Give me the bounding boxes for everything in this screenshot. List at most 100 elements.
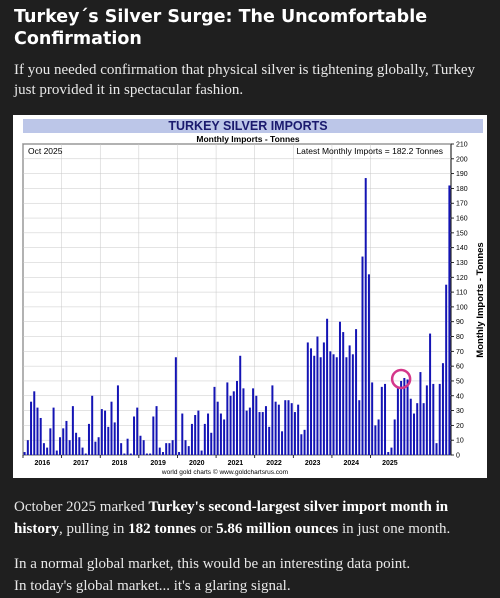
bar-2020-10 xyxy=(207,413,210,455)
bar-2016-03 xyxy=(30,401,33,455)
bar-2026-09 xyxy=(435,443,438,455)
bar-2021-06 xyxy=(232,391,235,455)
bar-2023-08 xyxy=(316,336,319,455)
bar-2026-10 xyxy=(438,383,441,455)
bar-2024-10 xyxy=(361,256,364,455)
bar-2026-12 xyxy=(445,284,448,455)
y-tick-label-70: 70 xyxy=(456,349,464,356)
bar-2025-07 xyxy=(390,447,393,455)
bar-2020-05 xyxy=(190,423,193,455)
bar-2019-11 xyxy=(171,440,174,455)
x-tick-label-2024: 2024 xyxy=(343,460,359,467)
bar-2016-08 xyxy=(46,447,49,455)
bar-2023-10 xyxy=(322,342,325,455)
bar-2023-12 xyxy=(329,351,332,455)
bar-2017-12 xyxy=(97,437,100,455)
bar-2018-03 xyxy=(107,426,110,455)
y-tick-label-200: 200 xyxy=(456,156,468,163)
y-tick-label-170: 170 xyxy=(456,201,468,208)
y-tick-label-130: 130 xyxy=(456,260,468,267)
bar-2025-11 xyxy=(403,377,406,455)
x-tick-label-2019: 2019 xyxy=(150,460,166,467)
bar-2024-02 xyxy=(335,357,338,455)
bar-2024-11 xyxy=(364,178,367,456)
bar-2020-09 xyxy=(203,423,206,455)
bar-2017-01 xyxy=(62,428,65,455)
bar-2021-05 xyxy=(229,395,232,455)
bar-2016-05 xyxy=(36,407,39,455)
bar-2016-11 xyxy=(55,450,58,455)
bar-2025-04 xyxy=(380,386,383,455)
y-tick-label-110: 110 xyxy=(456,290,467,297)
y-tick-label-50: 50 xyxy=(456,378,464,385)
bar-2026-01 xyxy=(409,398,412,455)
bar-2017-09 xyxy=(87,423,90,455)
y-axis-label: Monthly Imports - Tonnes xyxy=(475,242,486,357)
article-paragraph-2: In a normal global market, this would be… xyxy=(14,553,490,597)
bar-2024-06 xyxy=(348,345,351,455)
bar-2019-03 xyxy=(145,453,148,455)
article-lede: If you needed confirmation that physical… xyxy=(14,62,476,98)
x-tick-label-2025: 2025 xyxy=(382,460,398,467)
chart-title-band xyxy=(23,119,483,133)
y-tick-label-20: 20 xyxy=(456,423,464,430)
bar-2023-04 xyxy=(303,429,306,455)
bar-2016-12 xyxy=(59,437,62,455)
bar-2024-09 xyxy=(358,400,361,455)
bar-2017-07 xyxy=(81,447,84,455)
bar-2023-06 xyxy=(310,348,313,455)
bar-2018-05 xyxy=(113,422,116,455)
y-tick-label-190: 190 xyxy=(456,171,468,178)
bar-2026-07 xyxy=(429,333,432,455)
bar-2016-10 xyxy=(52,407,55,455)
bar-2020-11 xyxy=(210,432,213,455)
para1-text-1: October 2025 marked xyxy=(14,499,149,515)
bar-2023-02 xyxy=(297,404,300,455)
bar-2023-01 xyxy=(293,412,296,455)
bar-2023-09 xyxy=(319,357,322,455)
bar-2020-07 xyxy=(197,410,200,455)
bar-2022-02 xyxy=(258,412,261,455)
chart-latest-label: Latest Monthly Imports = 182.2 Tonnes xyxy=(296,146,443,156)
para1-text-3: or xyxy=(196,521,217,537)
bar-2023-03 xyxy=(300,434,303,455)
chart-corner-label: Oct 2025 xyxy=(28,146,63,156)
x-tick-label-2020: 2020 xyxy=(189,460,205,467)
bar-2020-03 xyxy=(184,440,187,455)
bar-2016-09 xyxy=(49,428,52,455)
para1-bold-1: Turkey's second-largest silver import mo… xyxy=(14,499,449,537)
bar-2025-12 xyxy=(406,379,409,455)
silver-imports-chart: TURKEY SILVER IMPORTS Monthly Imports - … xyxy=(13,115,487,478)
grid-lines xyxy=(22,143,451,456)
bar-2026-06 xyxy=(425,385,428,455)
bar-2022-03 xyxy=(261,412,264,455)
y-tick-label-10: 10 xyxy=(456,438,464,445)
bar-2017-06 xyxy=(78,437,81,455)
y-tick-label-160: 160 xyxy=(456,216,468,223)
bar-2022-04 xyxy=(264,406,267,455)
bar-2017-11 xyxy=(94,441,97,455)
bar-2021-12 xyxy=(252,388,255,455)
bar-series xyxy=(23,178,451,456)
bar-2021-11 xyxy=(248,407,251,455)
bar-2023-07 xyxy=(313,355,316,455)
bar-2025-05 xyxy=(384,383,387,455)
bar-2019-06 xyxy=(155,406,158,455)
bar-2016-07 xyxy=(42,443,45,455)
y-tick-label-90: 90 xyxy=(456,319,464,326)
bar-2025-06 xyxy=(387,452,390,455)
bar-2024-01 xyxy=(332,354,335,455)
bar-2018-12 xyxy=(136,407,139,455)
bar-2021-01 xyxy=(216,401,219,455)
x-tick-label-2021: 2021 xyxy=(228,460,244,467)
bar-2025-01 xyxy=(371,382,374,455)
bar-2018-08 xyxy=(123,453,126,455)
bar-2020-04 xyxy=(187,446,190,455)
bar-2026-03 xyxy=(416,403,419,455)
bar-2016-01 xyxy=(23,452,26,455)
bar-2020-08 xyxy=(200,450,203,455)
bar-2025-03 xyxy=(377,419,380,455)
x-tick-label-2018: 2018 xyxy=(112,460,128,467)
bar-2019-01 xyxy=(139,435,142,455)
bar-2021-10 xyxy=(245,410,248,455)
